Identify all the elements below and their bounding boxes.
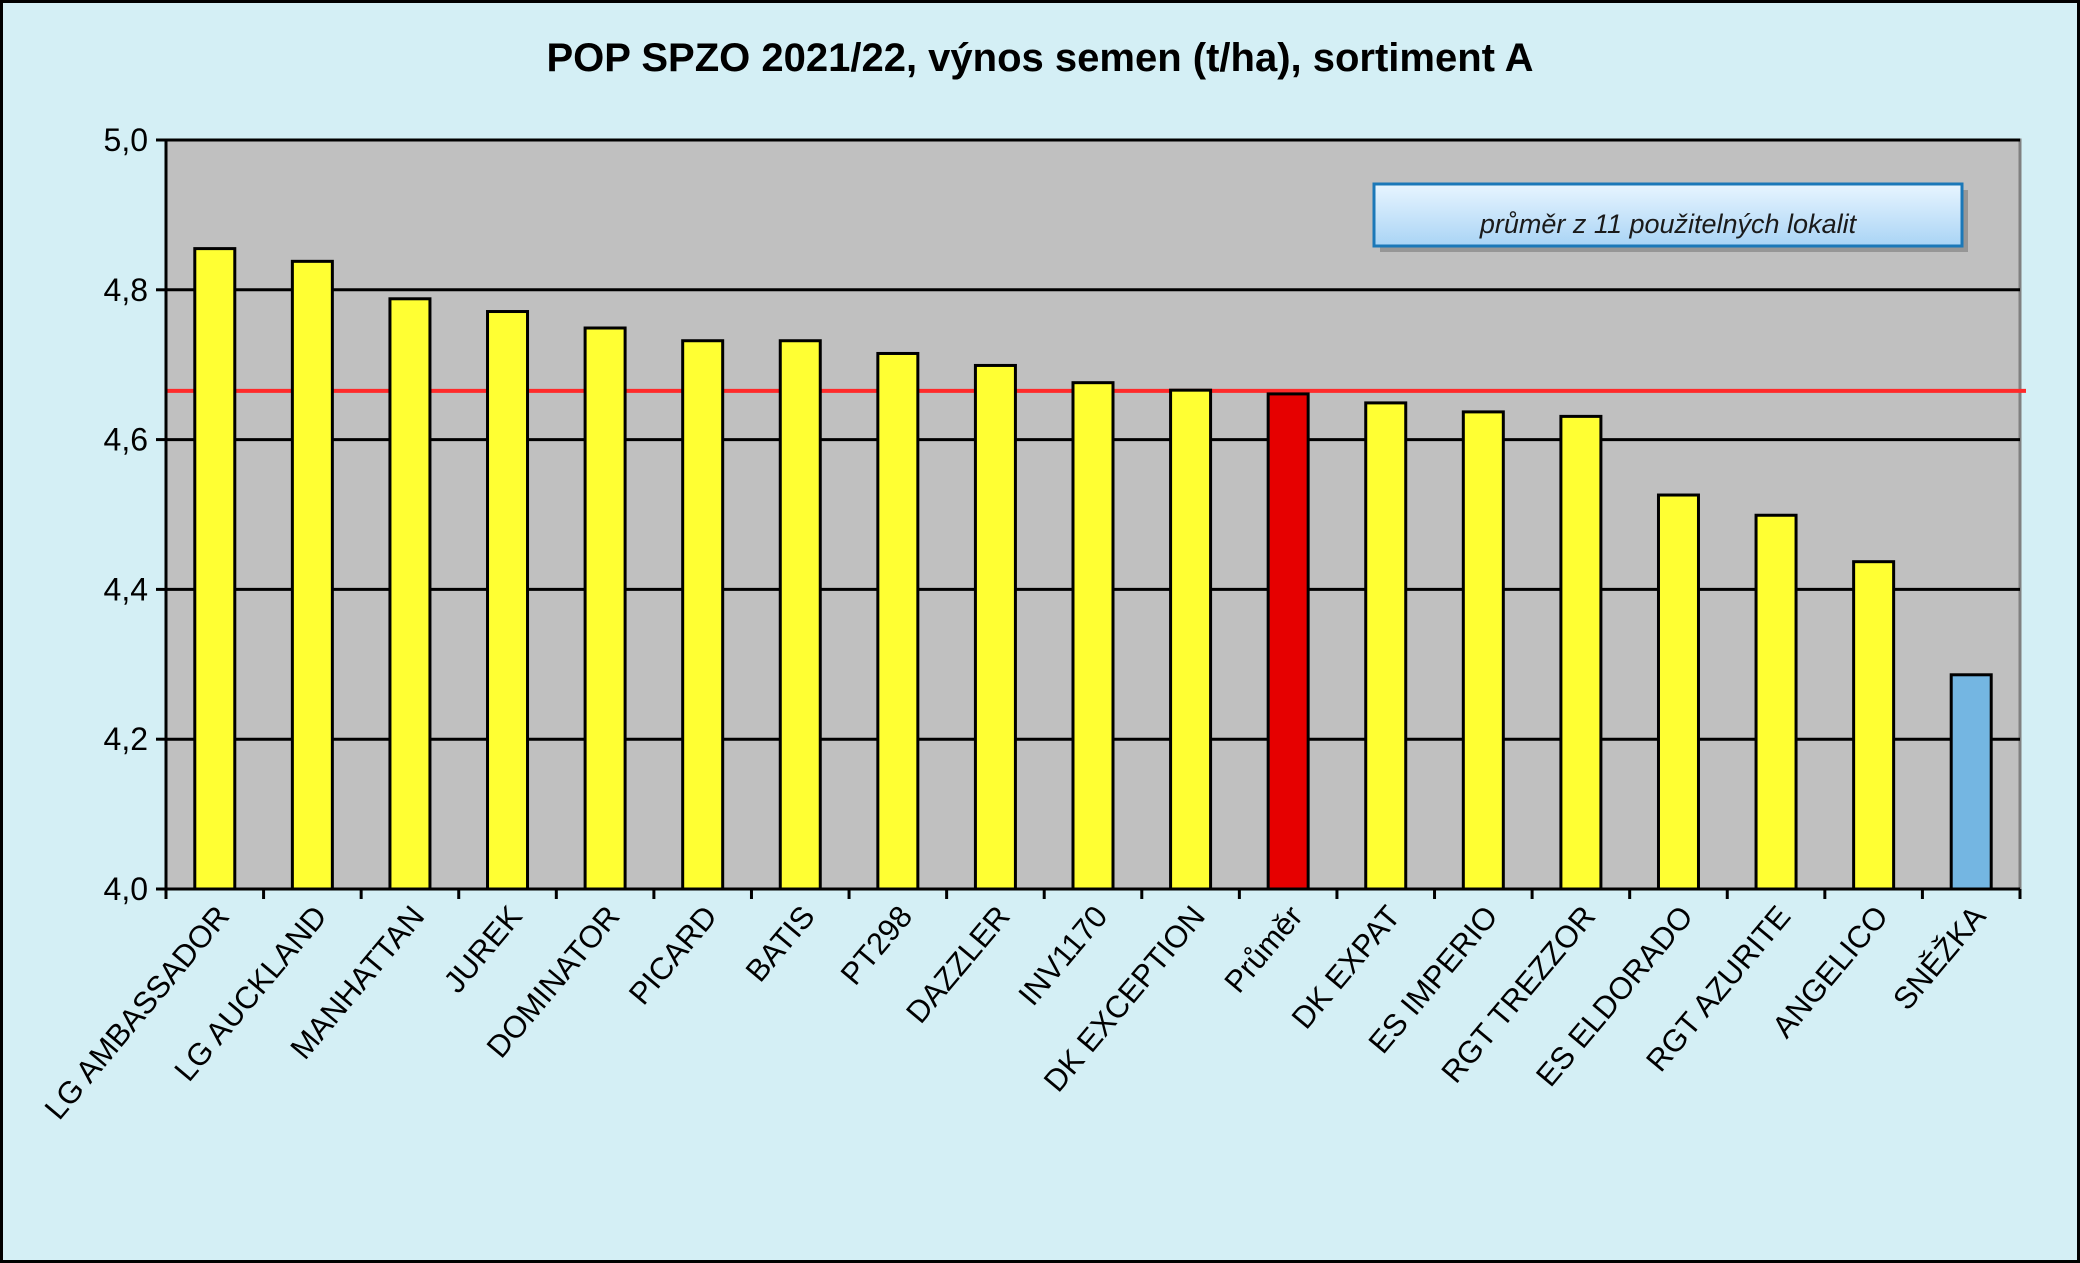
x-tick-label: JUREK (437, 899, 529, 1000)
bar (1559, 414, 1603, 891)
bar (388, 297, 432, 891)
bar (193, 247, 237, 891)
bar (290, 259, 334, 891)
bar (1656, 493, 1700, 891)
y-tick-label: 4,2 (104, 721, 148, 757)
x-tick-label: SNĚŽKA (1886, 899, 1993, 1017)
bar (1949, 673, 1993, 891)
bar (486, 310, 530, 891)
y-tick-label: 4,6 (104, 422, 148, 458)
y-tick-label: 4,4 (104, 571, 148, 607)
y-tick-label: 5,0 (104, 122, 148, 158)
y-tick-label: 4,8 (104, 272, 148, 308)
chart-title: POP SPZO 2021/22, výnos semen (t/ha), so… (546, 36, 1533, 80)
annotation-text: průměr z 11 použitelných lokalit (1479, 209, 1858, 239)
bar (1169, 388, 1213, 891)
x-tick-label: BATIS (739, 899, 822, 988)
x-tick-label: PT298 (834, 899, 920, 991)
bar (973, 363, 1017, 891)
bar (583, 326, 627, 891)
x-tick-label: DAZZLER (899, 899, 1017, 1030)
axes (156, 138, 2022, 899)
bar (1754, 513, 1798, 891)
x-tick-label: LG AMBASSADOR (38, 899, 236, 1126)
bar (681, 339, 725, 891)
bar (1852, 560, 1896, 891)
x-tick-label: Průměr (1217, 899, 1309, 999)
x-tick-label: PICARD (622, 899, 724, 1011)
y-tick-label: 4,0 (104, 871, 148, 907)
annotation-background (1372, 182, 1964, 248)
y-axis-tick-labels: 4,0 4,2 4,4 4,6 4,8 5,0 (104, 122, 148, 907)
bar (1364, 401, 1408, 891)
bar (1071, 381, 1115, 891)
bar (876, 351, 920, 891)
annotation-box: průměr z 11 použitelných lokalit (1372, 182, 1968, 252)
bar (1266, 392, 1310, 891)
x-tick-label: INV1170 (1011, 899, 1114, 1012)
bar (1461, 410, 1505, 891)
bars (193, 247, 1993, 891)
bar (778, 339, 822, 891)
